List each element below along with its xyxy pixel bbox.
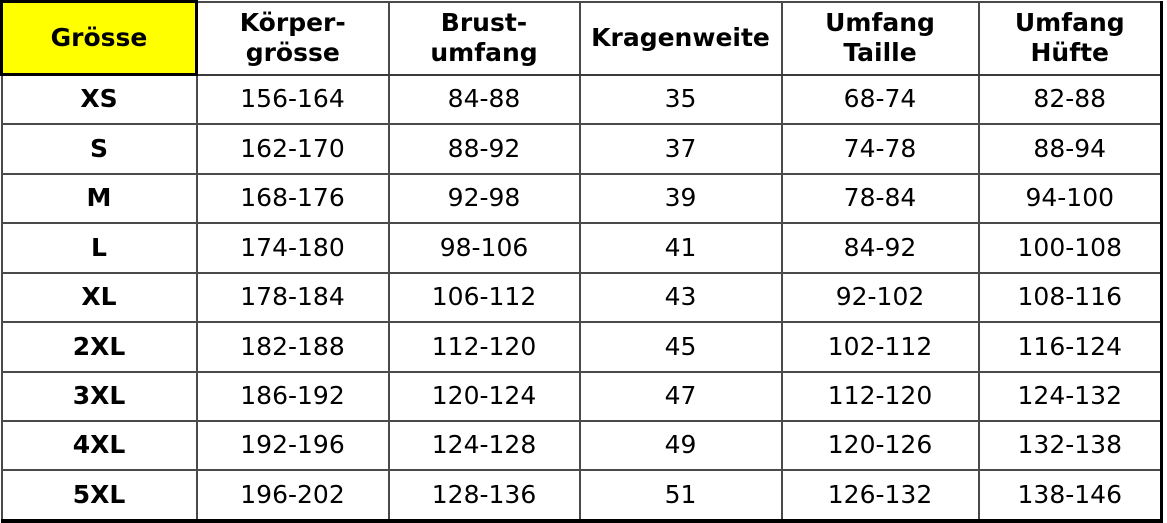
header-label: Umfang: [1014, 7, 1125, 37]
table-row: XL 178-184 106-112 43 92-102 108-116: [0, 271, 1163, 324]
table-row: XS 156-164 84-88 35 68-74 82-88: [0, 73, 1163, 126]
value-cell: 192-196: [195, 419, 390, 472]
value-cell: 120-124: [387, 370, 581, 422]
value-cell: 35: [578, 73, 783, 126]
value-cell: 43: [578, 271, 783, 324]
header-kragenweite: Kragenweite: [578, 0, 783, 76]
value-cell: 37: [578, 123, 783, 175]
value-cell: 124-132: [977, 370, 1163, 422]
value-cell: 156-164: [195, 73, 390, 126]
value-cell: 162-170: [195, 123, 390, 175]
value-cell: 106-112: [387, 271, 581, 324]
size-cell: 4XL: [0, 419, 198, 472]
size-cell: M: [0, 172, 198, 225]
value-cell: 39: [578, 172, 783, 225]
value-cell: 68-74: [780, 73, 980, 126]
header-label: Kragenweite: [591, 22, 770, 52]
header-label: Körper-: [239, 7, 346, 37]
value-cell: 174-180: [195, 222, 390, 274]
value-cell: 196-202: [195, 469, 390, 522]
table-row: L 174-180 98-106 41 84-92 100-108: [0, 222, 1163, 274]
table-row: 2XL 182-188 112-120 45 102-112 116-124: [0, 321, 1163, 373]
header-brustumfang: Brust-umfang: [387, 0, 581, 76]
table-body: XS 156-164 84-88 35 68-74 82-88 S 162-17…: [0, 73, 1163, 522]
value-cell: 84-88: [387, 73, 581, 126]
table-row: M 168-176 92-98 39 78-84 94-100: [0, 172, 1163, 225]
header-label: Grösse: [50, 22, 148, 52]
table-row: S 162-170 88-92 37 74-78 88-94: [0, 123, 1163, 175]
table-row: 4XL 192-196 124-128 49 120-126 132-138: [0, 419, 1163, 472]
size-cell: 3XL: [0, 370, 198, 422]
table-row: 5XL 196-202 128-136 51 126-132 138-146: [0, 469, 1163, 522]
value-cell: 112-120: [387, 321, 581, 373]
value-cell: 116-124: [977, 321, 1163, 373]
value-cell: 100-108: [977, 222, 1163, 274]
value-cell: 92-98: [387, 172, 581, 225]
value-cell: 120-126: [780, 419, 980, 472]
value-cell: 88-94: [977, 123, 1163, 175]
header-groesse: Grösse: [0, 0, 198, 76]
value-cell: 112-120: [780, 370, 980, 422]
value-cell: 168-176: [195, 172, 390, 225]
size-cell: S: [0, 123, 198, 175]
header-label: Brust-: [440, 7, 528, 37]
size-cell: XL: [0, 271, 198, 324]
value-cell: 94-100: [977, 172, 1163, 225]
value-cell: 47: [578, 370, 783, 422]
value-cell: 98-106: [387, 222, 581, 274]
value-cell: 49: [578, 419, 783, 472]
value-cell: 128-136: [387, 469, 581, 522]
value-cell: 132-138: [977, 419, 1163, 472]
header-umfang-taille: Umfang Taille: [780, 0, 980, 76]
value-cell: 92-102: [780, 271, 980, 324]
value-cell: 126-132: [780, 469, 980, 522]
header-umfang-huefte: Umfang Hüfte: [977, 0, 1163, 76]
size-cell: 2XL: [0, 321, 198, 373]
header-koerpergroesse: Körper-grösse: [195, 0, 390, 76]
value-cell: 178-184: [195, 271, 390, 324]
value-cell: 108-116: [977, 271, 1163, 324]
size-cell: XS: [0, 73, 198, 126]
value-cell: 124-128: [387, 419, 581, 472]
value-cell: 102-112: [780, 321, 980, 373]
value-cell: 182-188: [195, 321, 390, 373]
header-row: Grösse Körper-grösse Brust-umfang Kragen…: [0, 0, 1163, 76]
value-cell: 186-192: [195, 370, 390, 422]
value-cell: 84-92: [780, 222, 980, 274]
value-cell: 138-146: [977, 469, 1163, 522]
table-row: 3XL 186-192 120-124 47 112-120 124-132: [0, 370, 1163, 422]
value-cell: 51: [578, 469, 783, 522]
value-cell: 45: [578, 321, 783, 373]
value-cell: 78-84: [780, 172, 980, 225]
header-label: Umfang: [825, 7, 935, 37]
value-cell: 82-88: [977, 73, 1163, 126]
value-cell: 88-92: [387, 123, 581, 175]
table-header: Grösse Körper-grösse Brust-umfang Kragen…: [0, 0, 1163, 76]
size-cell: 5XL: [0, 469, 198, 522]
value-cell: 74-78: [780, 123, 980, 175]
value-cell: 41: [578, 222, 783, 274]
size-cell: L: [0, 222, 198, 274]
